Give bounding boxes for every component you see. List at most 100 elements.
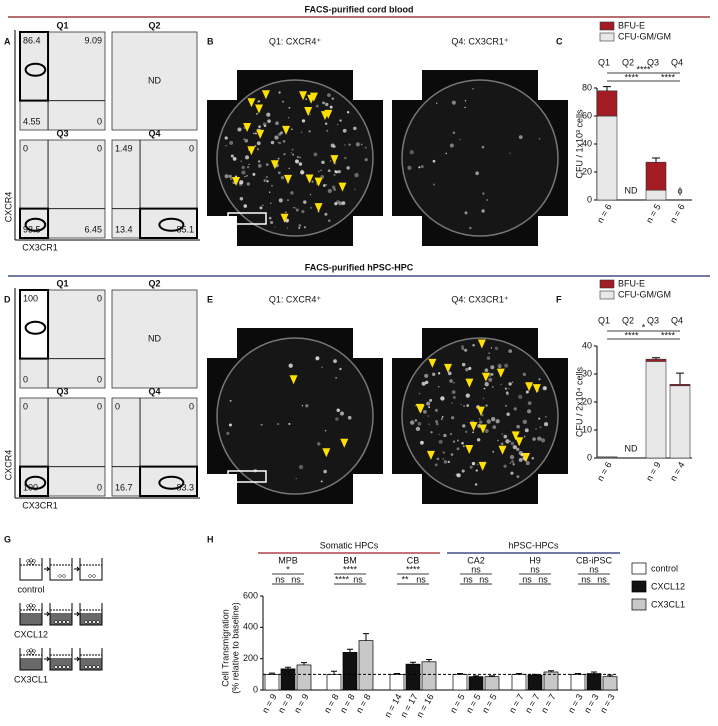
colony-speck: [447, 460, 451, 464]
colony-speck: [339, 119, 342, 122]
error-bar: [591, 671, 597, 674]
colony-arrowhead: [232, 176, 241, 186]
colony-speck: [224, 136, 228, 140]
colony-speck: [469, 226, 472, 230]
colony-speck: [461, 441, 464, 445]
colony-speck: [287, 117, 290, 119]
colony-speck: [327, 188, 332, 194]
bar: [342, 652, 358, 691]
colony-speck: [472, 88, 474, 90]
colony-speck: [456, 439, 459, 442]
colony-speck: [450, 453, 454, 456]
quadrant-percent: 86.4: [23, 35, 41, 45]
cell: [62, 574, 66, 578]
n-label: n = 5: [464, 692, 483, 715]
gradient-well: [20, 613, 42, 625]
bar-segment: [645, 361, 667, 459]
quadrant-plot: [19, 31, 106, 131]
colony-speck: [294, 207, 297, 209]
colony-speck: [476, 438, 481, 442]
colony-speck: [290, 152, 293, 154]
colony-speck: [463, 445, 465, 448]
colony-speck: [225, 144, 227, 147]
well: [79, 648, 103, 671]
colony-arrowhead: [305, 174, 314, 184]
colony-speck: [512, 445, 517, 450]
colony-speck: [354, 172, 359, 178]
quadrant-name: Q2: [148, 278, 160, 288]
colony-speck: [333, 359, 337, 364]
colony-speck: [270, 140, 275, 145]
colony-speck: [535, 428, 537, 430]
colony-speck: [278, 141, 282, 145]
y-axis-label: CFU / 2x10⁴ cells: [574, 367, 584, 437]
quadrant-percent: 0: [97, 293, 102, 303]
colony-speck: [532, 437, 536, 441]
colony-speck: [475, 171, 479, 176]
y-tick-label: 30: [582, 368, 592, 378]
cell: [88, 620, 92, 624]
error-bar: [603, 86, 611, 91]
cell: [92, 620, 96, 624]
colony-speck: [501, 433, 504, 435]
colony-arrowhead: [289, 375, 298, 385]
colony-arrowhead: [515, 437, 524, 447]
significance-label: *: [642, 322, 646, 332]
quadrant-percent: 0: [97, 143, 102, 153]
colony-speck: [428, 406, 431, 408]
cell: [66, 620, 70, 624]
colony-arrowhead: [416, 404, 425, 414]
colony-arrowhead: [314, 177, 323, 187]
colony-speck: [459, 138, 461, 141]
quadrant-percent: 0: [189, 401, 194, 411]
colony-speck: [525, 390, 529, 394]
colony-speck: [424, 373, 429, 378]
category-label: Q4: [671, 57, 683, 67]
cell: [29, 648, 33, 652]
colony-speck: [490, 372, 494, 376]
legend-label: CFU-GM/GM: [618, 289, 671, 299]
colony-speck: [542, 386, 547, 391]
colony-speck: [490, 365, 495, 370]
colony-speck: [418, 166, 421, 169]
colony-speck: [280, 131, 284, 135]
colony-speck: [277, 157, 280, 160]
colony-speck: [511, 381, 514, 383]
colony-arrowhead: [280, 213, 289, 223]
colony-speck: [488, 377, 493, 382]
colony-speck: [451, 390, 456, 394]
colony-speck: [522, 419, 528, 424]
n-label: n = 9: [260, 692, 279, 715]
colony-speck: [323, 469, 327, 474]
error-bar: [331, 670, 337, 675]
colony-speck: [338, 201, 343, 206]
colony-speck: [263, 178, 267, 182]
colony-speck: [322, 101, 325, 105]
colony-arrowhead: [498, 445, 507, 455]
colony-speck: [295, 477, 297, 480]
y-axis-label: CXCR4: [3, 450, 13, 481]
colony-speck: [329, 160, 332, 162]
population-contour: [24, 475, 47, 490]
well: [19, 558, 43, 581]
colony-speck: [462, 424, 466, 428]
colony-arrowhead: [465, 444, 474, 454]
bar: [421, 661, 437, 691]
colony-arrowhead: [247, 146, 256, 156]
colony-speck: [440, 396, 445, 401]
colony-arrowhead: [243, 123, 252, 133]
colony-speck: [298, 227, 301, 229]
colony-speck: [538, 137, 541, 140]
error-bar: [473, 675, 479, 677]
quadrant-plot: [111, 139, 198, 239]
bar: [484, 676, 500, 691]
significance-label: ****: [406, 564, 421, 574]
colony-speck: [246, 182, 250, 186]
category-label: BM: [343, 555, 357, 565]
group-header: Somatic HPCs: [320, 540, 379, 550]
category-label: Q4: [671, 315, 683, 325]
cell: [58, 665, 62, 669]
colony-speck: [447, 371, 452, 376]
colony-speck: [525, 461, 530, 466]
